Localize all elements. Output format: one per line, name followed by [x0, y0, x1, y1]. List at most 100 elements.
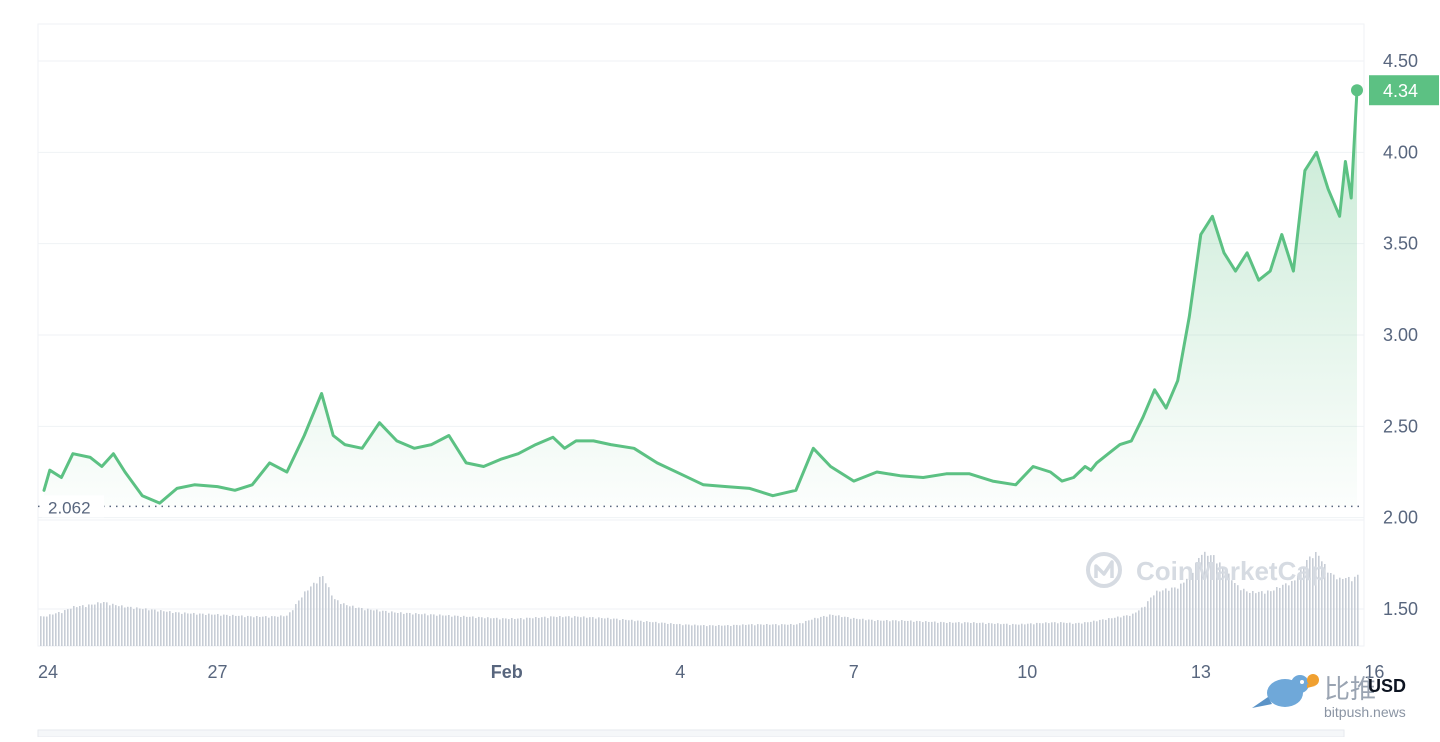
volume-bar	[130, 606, 132, 646]
volume-bar	[55, 613, 57, 646]
bitpush-cn-text: 比推	[1324, 674, 1376, 704]
volume-bar	[1105, 619, 1107, 646]
volume-bar	[601, 618, 603, 646]
volume-bar	[502, 618, 504, 646]
volume-bar	[790, 624, 792, 646]
volume-bar	[175, 612, 177, 646]
volume-bar	[982, 622, 984, 646]
volume-bar	[1279, 587, 1281, 646]
volume-bar	[682, 625, 684, 646]
volume-bar	[817, 618, 819, 646]
volume-bar	[412, 614, 414, 646]
volume-bar	[529, 617, 531, 646]
volume-bar	[1006, 623, 1008, 646]
volume-bar	[610, 619, 612, 646]
volume-bar	[367, 608, 369, 646]
volume-bar	[142, 609, 144, 646]
volume-bar	[655, 621, 657, 646]
volume-bar	[184, 612, 186, 646]
volume-bar	[136, 607, 138, 646]
volume-bar	[253, 617, 255, 646]
last-price-dot[interactable]	[1351, 84, 1363, 97]
volume-bar	[493, 618, 495, 646]
bitpush-en-text: bitpush.news	[1324, 704, 1406, 720]
volume-bar	[490, 618, 492, 646]
volume-bar	[646, 621, 648, 646]
volume-bar	[976, 623, 978, 646]
volume-bar	[298, 600, 300, 646]
volume-bar	[943, 622, 945, 646]
volume-bar	[520, 618, 522, 646]
volume-bar	[415, 613, 417, 646]
volume-bar	[844, 616, 846, 646]
volume-bar	[1045, 622, 1047, 646]
volume-bar	[1204, 551, 1206, 646]
volume-bar	[349, 606, 351, 646]
volume-bar	[736, 624, 738, 646]
volume-bar	[268, 617, 270, 646]
volume-bar	[1180, 583, 1182, 646]
volume-bar	[1069, 622, 1071, 646]
last-price-badge	[1369, 75, 1439, 106]
volume-bar	[721, 625, 723, 646]
volume-bar	[1246, 591, 1248, 646]
volume-bar	[1330, 572, 1332, 646]
volume-bar	[1072, 623, 1074, 646]
volume-bar	[970, 622, 972, 646]
volume-bar	[679, 623, 681, 646]
volume-bar	[1003, 623, 1005, 646]
volume-bar	[1231, 580, 1233, 646]
volume-bar	[1147, 601, 1149, 646]
volume-bar	[1243, 588, 1245, 646]
range-scroller[interactable]	[37, 729, 1345, 738]
volume-bar	[847, 617, 849, 646]
volume-bar	[1030, 623, 1032, 646]
price-line[interactable]	[42, 88, 1359, 505]
volume-bars	[40, 551, 1359, 646]
volume-bar	[1033, 624, 1035, 646]
x-tick-label: Feb	[491, 662, 523, 682]
volume-bar	[1051, 622, 1053, 646]
volume-bar	[811, 619, 813, 646]
volume-bar	[289, 612, 291, 646]
volume-bar	[631, 619, 633, 646]
baseline-label-bg	[42, 495, 104, 518]
volume-bar	[781, 624, 783, 646]
volume-bar	[853, 617, 855, 646]
volume-bar	[61, 613, 63, 646]
volume-bar	[172, 613, 174, 646]
x-tick-label: 4	[675, 662, 685, 682]
volume-bar	[1216, 563, 1218, 646]
volume-bar	[1261, 591, 1263, 646]
coinmarketcap-logo-icon	[1086, 552, 1122, 588]
volume-bar	[613, 618, 615, 646]
volume-bar	[220, 615, 222, 646]
volume-bar	[1027, 623, 1029, 646]
volume-bar	[604, 618, 606, 646]
x-tick-label: 16	[1364, 662, 1384, 682]
volume-bar	[661, 622, 663, 646]
volume-bar	[1273, 590, 1275, 646]
volume-bar	[331, 595, 333, 646]
volume-bar	[835, 615, 837, 646]
volume-bar	[1348, 576, 1350, 646]
volume-bar	[742, 624, 744, 646]
volume-bar	[1207, 555, 1209, 646]
volume-bar	[436, 615, 438, 646]
volume-bar	[1309, 556, 1311, 646]
volume-bar	[1213, 555, 1215, 646]
volume-bar	[223, 614, 225, 646]
price-area-fill	[44, 90, 1357, 507]
volume-bar	[430, 614, 432, 646]
volume-bar	[1225, 572, 1227, 646]
volume-bar	[1300, 568, 1302, 646]
volume-bar	[673, 624, 675, 646]
y-tick-label: 3.50	[1383, 234, 1418, 254]
volume-bar	[1168, 590, 1170, 646]
volume-bar	[163, 611, 165, 646]
volume-bar	[148, 610, 150, 646]
volume-bar	[799, 623, 801, 646]
volume-bar	[151, 609, 153, 646]
volume-bar	[40, 616, 42, 646]
